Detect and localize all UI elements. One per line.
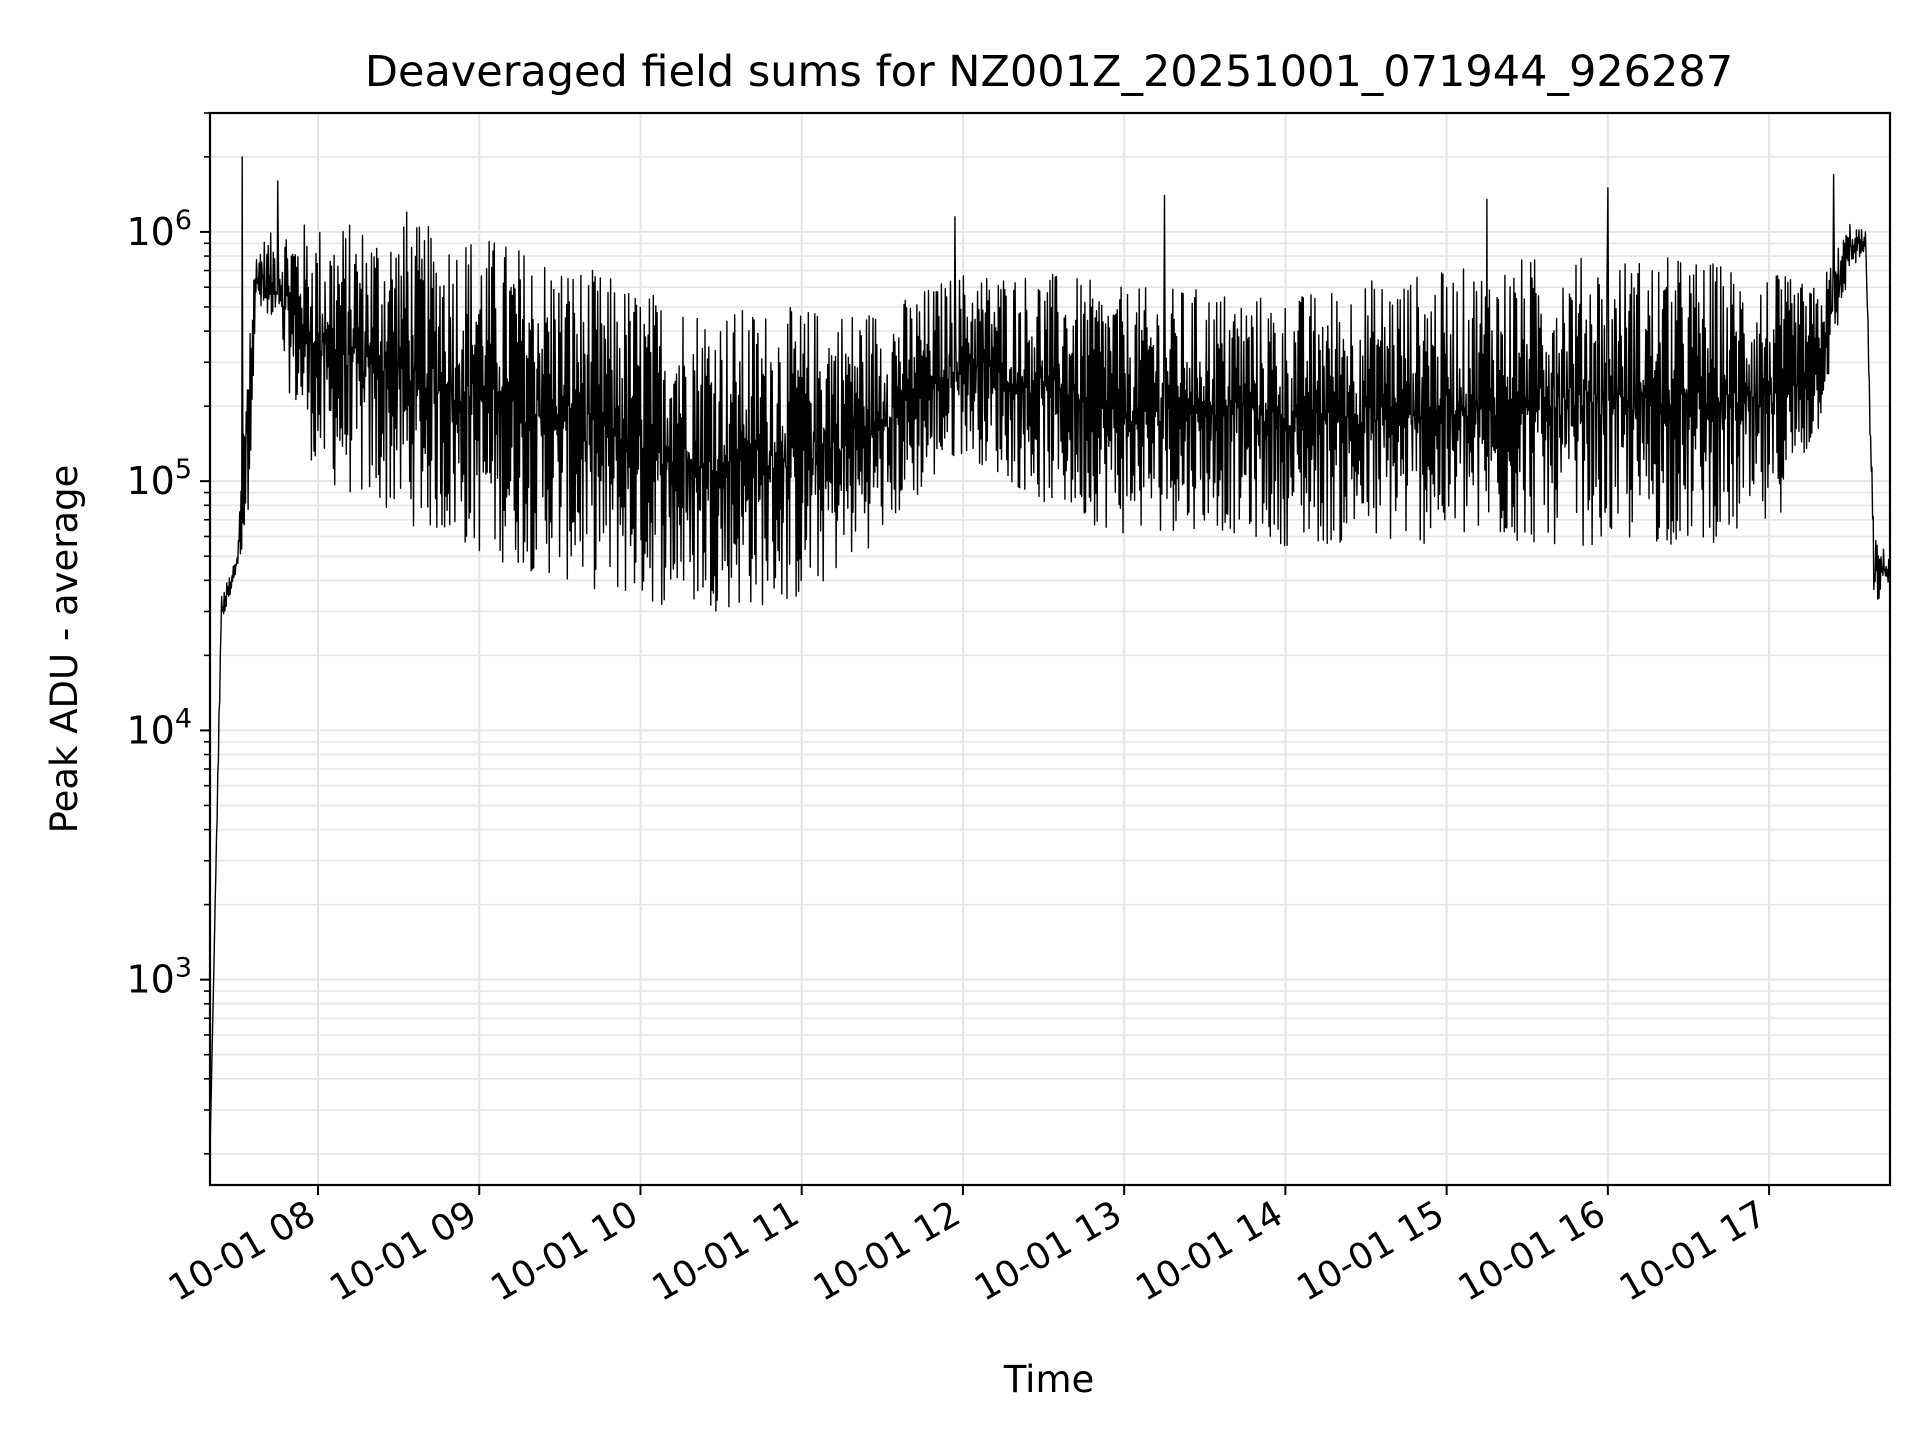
series-path (209, 156, 1891, 1154)
plot-frame (208, 111, 1892, 1187)
chart-title: Deaveraged field sums for NZ001Z_2025100… (365, 47, 1733, 97)
y-axis-label: Peak ADU - average (43, 465, 86, 834)
x-axis-label: Time (1003, 1358, 1095, 1401)
y-tick-label: 103 (126, 953, 192, 1002)
series-line (209, 156, 1891, 1154)
grid (210, 112, 1890, 1185)
